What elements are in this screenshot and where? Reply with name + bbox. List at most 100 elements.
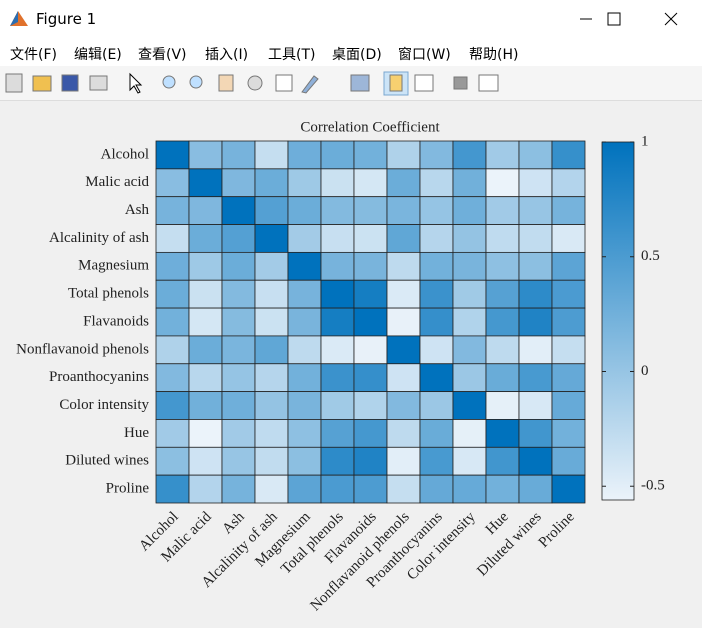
heatmap-cell — [551, 363, 586, 393]
heatmap-cell — [452, 419, 487, 448]
heatmap-cell — [320, 335, 355, 365]
heatmap-cell — [485, 391, 520, 420]
heatmap-cell — [254, 196, 289, 225]
menu-item[interactable]: 编辑(E) — [74, 47, 122, 63]
heatmap-cell — [419, 224, 454, 253]
heatmap-cell — [518, 474, 553, 504]
heatmap-cell — [287, 140, 322, 170]
open[interactable] — [32, 75, 52, 92]
heatmap-cell — [155, 279, 190, 309]
data-cursor[interactable] — [275, 74, 293, 92]
heatmap-cell — [188, 224, 223, 253]
heatmap-cell — [452, 279, 487, 309]
heatmap-cell — [155, 474, 190, 504]
heatmap-cell — [155, 391, 190, 420]
heatmap-cell — [155, 140, 190, 170]
heatmap-cell — [221, 307, 256, 337]
heatmap-cell — [254, 363, 289, 393]
heatmap-cell — [254, 307, 289, 337]
menu-item[interactable]: 窗口(W) — [398, 47, 451, 63]
hide-plot-tools[interactable] — [453, 76, 468, 90]
heatmap-cell — [155, 251, 190, 281]
window-title: Figure 1 — [36, 10, 97, 28]
heatmap-cell — [518, 168, 553, 198]
y-tick-label: Malic acid — [85, 174, 149, 190]
close[interactable] — [664, 12, 678, 26]
heatmap-cell — [320, 279, 355, 309]
heatmap-cell — [188, 446, 223, 476]
heatmap-cell — [221, 279, 256, 309]
menu-item[interactable]: 帮助(H) — [469, 47, 519, 63]
heatmap-cell — [320, 474, 355, 504]
zoom-out[interactable] — [189, 75, 203, 89]
heatmap-cell — [419, 363, 454, 393]
heatmap-cell — [386, 196, 421, 225]
heatmap-cell — [452, 196, 487, 225]
heatmap-cell — [221, 446, 256, 476]
rotate[interactable] — [247, 75, 263, 91]
y-tick-label: Alcalinity of ash — [49, 230, 149, 246]
heatmap-cell — [155, 363, 190, 393]
maximize[interactable] — [607, 12, 621, 26]
heatmap-cell — [386, 279, 421, 309]
heatmap-cell — [353, 446, 388, 476]
colorbar-tick-label: -0.5 — [641, 478, 665, 494]
save[interactable] — [61, 74, 79, 92]
heatmap-cell — [419, 196, 454, 225]
heatmap-cell — [353, 140, 388, 170]
heatmap-cell — [551, 196, 586, 225]
heatmap-cell — [551, 251, 586, 281]
heatmap-cell — [221, 140, 256, 170]
menu-item[interactable]: 插入(I) — [205, 47, 249, 63]
heatmap-cell — [221, 363, 256, 393]
heatmap-cell — [353, 335, 388, 365]
heatmap-cell — [551, 168, 586, 198]
y-tick-label: Ash — [125, 202, 150, 218]
heatmap-cell — [320, 168, 355, 198]
y-tick-label: Total phenols — [68, 286, 149, 302]
link[interactable] — [350, 74, 370, 92]
legend[interactable] — [414, 74, 434, 92]
new[interactable] — [5, 73, 23, 93]
heatmap-cell — [320, 446, 355, 476]
menu-item[interactable]: 查看(V) — [138, 47, 187, 63]
brush[interactable] — [301, 75, 319, 94]
select[interactable] — [129, 72, 143, 94]
zoom-in[interactable] — [162, 75, 176, 89]
heatmap-cell — [452, 474, 487, 504]
y-tick-label: Color intensity — [59, 397, 149, 413]
print[interactable] — [89, 75, 108, 91]
colorbar-tick-label: 0.5 — [641, 248, 660, 264]
heatmap-cell — [155, 446, 190, 476]
heatmap-cell — [287, 363, 322, 393]
heatmap-cell — [419, 168, 454, 198]
heatmap-cell — [221, 251, 256, 281]
menu-item[interactable]: 工具(T) — [268, 47, 316, 63]
heatmap-cell — [287, 224, 322, 253]
y-tick-label: Alcohol — [101, 146, 149, 162]
heatmap-cell — [221, 474, 256, 504]
heatmap-cell — [287, 474, 322, 504]
heatmap-cell — [287, 168, 322, 198]
heatmap-cell — [386, 335, 421, 365]
heatmap-cell — [353, 419, 388, 448]
menu-item[interactable]: 文件(F) — [10, 47, 57, 63]
pan[interactable] — [218, 74, 234, 92]
heatmap-cell — [221, 335, 256, 365]
heatmap-cell — [254, 446, 289, 476]
colorbar-icon — [389, 74, 403, 92]
heatmap-cell — [419, 335, 454, 365]
show-plot-tools[interactable] — [478, 74, 499, 92]
menu-item[interactable]: 桌面(D) — [332, 47, 382, 63]
toolbar-icons — [5, 71, 499, 96]
heatmap-cell — [287, 419, 322, 448]
heatmap-cell — [485, 474, 520, 504]
heatmap-cell — [353, 251, 388, 281]
heatmap-cell — [386, 140, 421, 170]
heatmap-cell — [188, 168, 223, 198]
heatmap-cell — [485, 168, 520, 198]
window-controls[interactable] — [502, 0, 702, 38]
heatmap-cell — [353, 279, 388, 309]
y-tick-label: Flavanoids — [83, 313, 149, 329]
heatmap-cell — [353, 196, 388, 225]
